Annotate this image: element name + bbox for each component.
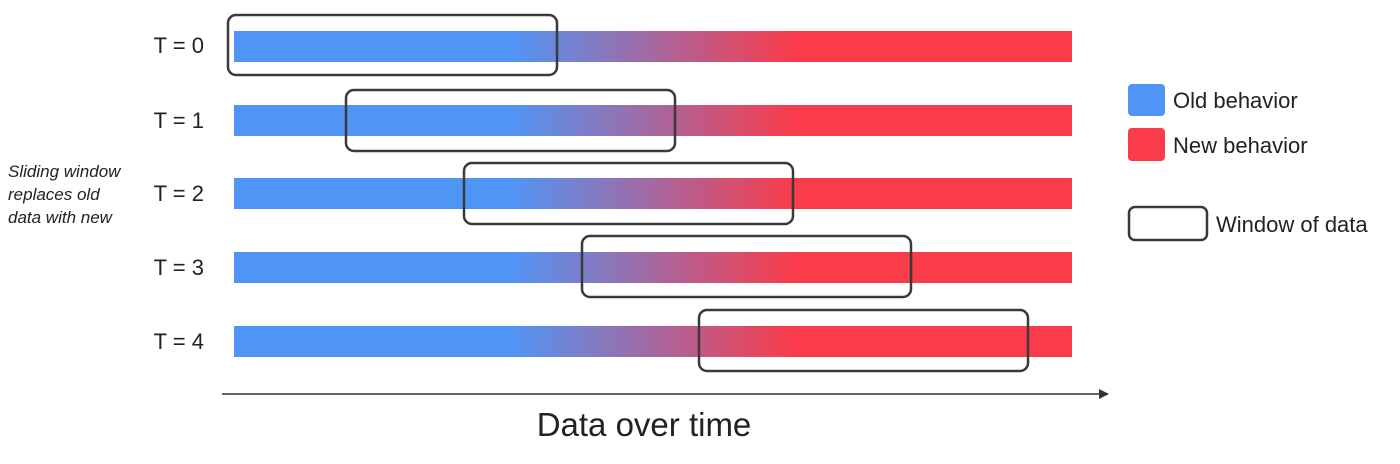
window-box-t2 [462, 161, 795, 226]
row-t0: T = 0 [154, 13, 1072, 77]
legend: Old behavior New behavior Window of data [1127, 84, 1368, 242]
window-box-t1 [344, 88, 677, 153]
window-box-t3 [580, 234, 913, 299]
legend-label-window: Window of data [1216, 212, 1368, 237]
row-t2: T = 2 [154, 161, 1072, 226]
row-label-t2: T = 2 [154, 181, 204, 206]
side-note-line-3: data with new [8, 208, 114, 227]
legend-label-old-behavior: Old behavior [1173, 88, 1298, 113]
legend-swatch-new-behavior [1128, 128, 1165, 161]
legend-swatch-window [1127, 205, 1209, 242]
data-bar-t0 [234, 31, 1072, 62]
data-bar-t3 [234, 252, 1072, 283]
window-box-t4 [697, 308, 1030, 373]
time-axis-label: Data over time [537, 406, 752, 443]
side-note: Sliding window replaces old data with ne… [8, 162, 122, 227]
row-label-t1: T = 1 [154, 108, 204, 133]
data-bar-t1 [234, 105, 1072, 136]
time-axis: Data over time [222, 389, 1109, 443]
row-label-t3: T = 3 [154, 255, 204, 280]
legend-swatch-old-behavior [1128, 84, 1165, 116]
data-bar-t2 [234, 178, 1072, 209]
row-label-t0: T = 0 [154, 33, 204, 58]
row-t4: T = 4 [154, 308, 1072, 373]
side-note-line-1: Sliding window [8, 162, 122, 181]
row-label-t4: T = 4 [154, 329, 204, 354]
row-t1: T = 1 [154, 88, 1072, 153]
legend-label-new-behavior: New behavior [1173, 133, 1308, 158]
row-t3: T = 3 [154, 234, 1072, 299]
side-note-line-2: replaces old [8, 185, 100, 204]
window-box-t0 [226, 13, 559, 77]
data-bar-t4 [234, 326, 1072, 357]
